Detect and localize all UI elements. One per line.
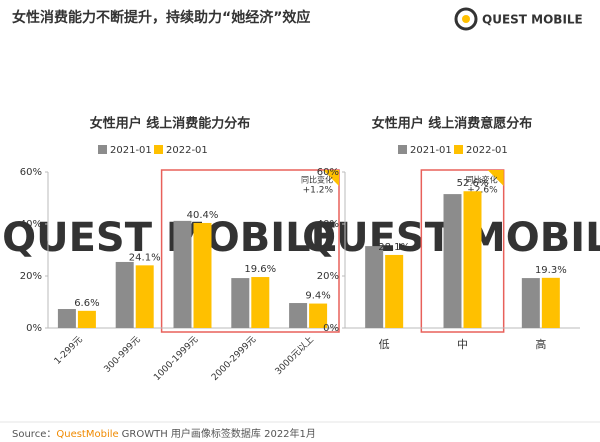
logo-ring — [454, 7, 478, 31]
x-tick-label: 中 — [457, 338, 468, 351]
bar — [309, 303, 328, 328]
bar — [193, 222, 212, 328]
annotation-value: +2.6% — [467, 186, 498, 196]
chart-title: 女性用户 线上消费能力分布 — [90, 116, 251, 132]
page-title: 女性消费能力不断提升，持续助力“她经济”效应 — [12, 9, 310, 26]
bar — [115, 261, 134, 328]
annotation-value: +1.2% — [303, 186, 334, 196]
legend-swatch — [98, 145, 107, 154]
bar — [365, 246, 384, 328]
value-label: 6.6% — [74, 298, 99, 309]
y-tick-label: 40% — [317, 219, 339, 230]
value-label: 9.4% — [305, 291, 330, 302]
annotation-label: 同比变化 — [301, 175, 333, 185]
highlight-corner — [487, 170, 504, 186]
bar — [57, 309, 76, 328]
value-label: 52.6% — [457, 178, 489, 189]
value-label: 28.1% — [378, 242, 410, 253]
value-label: 19.3% — [535, 265, 567, 276]
bar — [541, 277, 560, 328]
source: Source：QuestMobile GROWTH 用户画像标签数据库 2022年… — [12, 427, 316, 440]
logo: QUEST MOBILE — [454, 7, 583, 31]
x-tick-label: 低 — [379, 338, 390, 351]
bar — [385, 254, 404, 328]
logo-text: QUEST MOBILE — [482, 13, 583, 27]
source-text: GROWTH 用户画像标签数据库 2022年1月 — [122, 427, 316, 440]
value-label: 40.4% — [187, 210, 219, 221]
bar — [251, 277, 270, 328]
y-tick-label: 0% — [323, 323, 339, 334]
y-tick-label: 20% — [20, 271, 42, 282]
bar — [289, 303, 308, 328]
highlight-corner — [323, 170, 339, 186]
bar — [77, 310, 96, 328]
bar — [443, 194, 462, 328]
source-label: Source： — [12, 429, 56, 440]
y-tick-label: 20% — [317, 271, 339, 282]
legend-swatch — [154, 145, 163, 154]
highlight-box — [420, 169, 505, 333]
bar — [521, 278, 540, 328]
bar — [231, 278, 250, 328]
bar — [463, 191, 482, 328]
y-tick-label: 0% — [26, 323, 42, 334]
legend-label: 2021-01 — [110, 145, 152, 156]
legend-swatch — [398, 145, 407, 154]
watermark: QUEST MOBILE — [2, 215, 338, 261]
annotation-label: 同比变化 — [466, 175, 498, 185]
bar — [173, 220, 192, 328]
legend-label: 2021-01 — [410, 145, 452, 156]
legend-label: 2022-01 — [166, 145, 208, 156]
bar — [135, 265, 154, 328]
chart-title: 女性用户 线上消费意愿分布 — [372, 116, 533, 132]
legend-label: 2022-01 — [466, 145, 508, 156]
x-tick-label: 高 — [535, 337, 546, 351]
value-label: 19.6% — [244, 264, 276, 275]
logo-dot — [462, 15, 470, 23]
legend-swatch — [454, 145, 463, 154]
highlight-box — [160, 169, 340, 333]
y-tick-label: 40% — [20, 219, 42, 230]
y-tick-label: 60% — [317, 167, 339, 178]
y-tick-label: 60% — [20, 167, 42, 178]
source-brand: QuestMobile — [56, 429, 118, 440]
value-label: 24.1% — [129, 252, 161, 263]
